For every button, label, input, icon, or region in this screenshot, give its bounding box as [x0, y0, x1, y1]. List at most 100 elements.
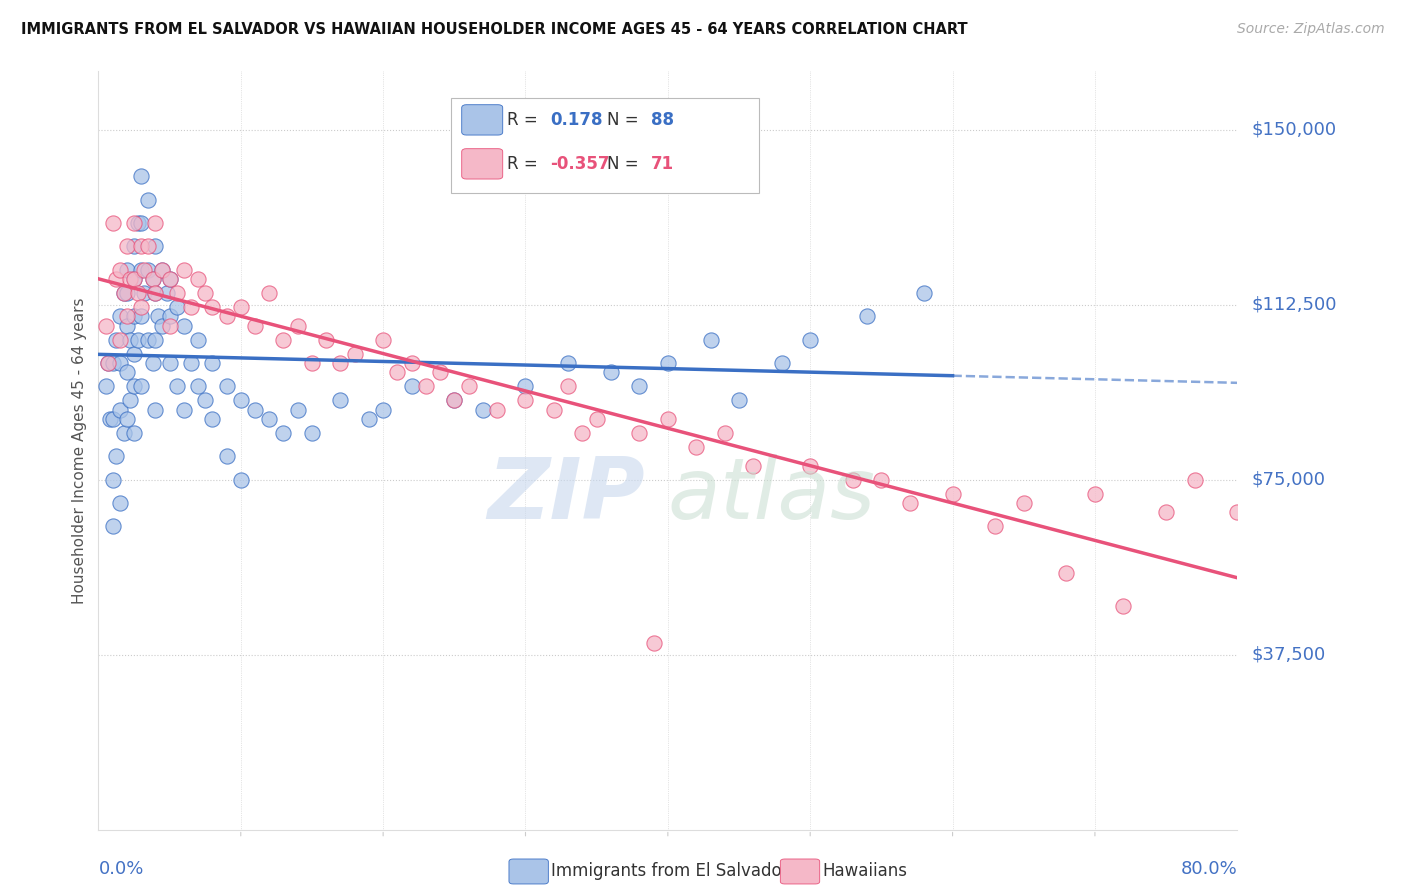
- Point: [600, 365, 623, 379]
- Point: [329, 393, 352, 408]
- Text: N =: N =: [607, 111, 640, 128]
- Point: [229, 300, 252, 314]
- Point: [1084, 486, 1107, 500]
- Point: [101, 519, 124, 533]
- Point: [108, 496, 131, 510]
- Point: [115, 310, 138, 324]
- Point: [129, 379, 152, 393]
- Point: [187, 272, 209, 286]
- Point: [243, 318, 266, 333]
- Point: [145, 402, 167, 417]
- Point: [136, 333, 159, 347]
- Point: [1112, 599, 1135, 613]
- Point: [101, 356, 124, 370]
- Text: $37,500: $37,500: [1251, 646, 1326, 664]
- Point: [799, 333, 821, 347]
- Point: [145, 216, 167, 230]
- Point: [127, 285, 149, 300]
- Point: [187, 333, 209, 347]
- Point: [98, 412, 121, 426]
- Point: [215, 310, 238, 324]
- Point: [118, 393, 141, 408]
- Point: [194, 393, 217, 408]
- Point: [101, 216, 124, 230]
- Point: [194, 285, 217, 300]
- Point: [156, 285, 179, 300]
- Point: [118, 272, 141, 286]
- Point: [515, 393, 537, 408]
- Point: [1154, 505, 1177, 519]
- Point: [145, 285, 167, 300]
- Point: [127, 216, 149, 230]
- Point: [141, 272, 163, 286]
- Point: [101, 412, 124, 426]
- Point: [159, 318, 181, 333]
- Point: [152, 262, 174, 277]
- Point: [287, 402, 309, 417]
- Point: [259, 412, 281, 426]
- Point: [97, 356, 120, 370]
- Point: [166, 285, 188, 300]
- Point: [343, 346, 366, 360]
- FancyBboxPatch shape: [451, 98, 759, 193]
- Text: N =: N =: [607, 155, 640, 173]
- Point: [159, 272, 181, 286]
- Point: [136, 193, 159, 207]
- Point: [942, 486, 965, 500]
- Text: $150,000: $150,000: [1251, 120, 1336, 138]
- Point: [401, 356, 423, 370]
- Point: [159, 272, 181, 286]
- Point: [129, 216, 152, 230]
- Point: [94, 379, 117, 393]
- Point: [101, 473, 124, 487]
- Text: -0.357: -0.357: [551, 155, 610, 173]
- Point: [173, 402, 195, 417]
- Point: [571, 425, 593, 440]
- Point: [104, 450, 127, 464]
- Point: [742, 458, 765, 473]
- Point: [132, 285, 155, 300]
- Point: [115, 285, 138, 300]
- Point: [628, 379, 651, 393]
- Point: [728, 393, 751, 408]
- Point: [122, 310, 145, 324]
- Point: [984, 519, 1007, 533]
- Text: ZIP: ZIP: [488, 454, 645, 538]
- Point: [657, 356, 679, 370]
- Point: [215, 379, 238, 393]
- Point: [443, 393, 465, 408]
- Point: [108, 356, 131, 370]
- Point: [287, 318, 309, 333]
- Point: [136, 262, 159, 277]
- Point: [471, 402, 494, 417]
- Point: [543, 402, 565, 417]
- Point: [373, 333, 395, 347]
- Point: [557, 379, 579, 393]
- Point: [486, 402, 509, 417]
- Point: [329, 356, 352, 370]
- Point: [1056, 566, 1078, 580]
- Point: [115, 239, 138, 253]
- Point: [104, 333, 127, 347]
- Point: [215, 450, 238, 464]
- Point: [122, 216, 145, 230]
- Point: [129, 310, 152, 324]
- Point: [148, 310, 170, 324]
- Point: [108, 262, 131, 277]
- Point: [152, 318, 174, 333]
- Point: [173, 262, 195, 277]
- Point: [799, 458, 821, 473]
- Point: [898, 496, 921, 510]
- Point: [159, 356, 181, 370]
- Point: [273, 425, 295, 440]
- Point: [132, 262, 155, 277]
- Point: [259, 285, 281, 300]
- Point: [243, 402, 266, 417]
- Point: [141, 272, 163, 286]
- Point: [415, 379, 437, 393]
- Point: [628, 425, 651, 440]
- Point: [129, 239, 152, 253]
- Point: [714, 425, 737, 440]
- Point: [557, 356, 579, 370]
- Point: [145, 239, 167, 253]
